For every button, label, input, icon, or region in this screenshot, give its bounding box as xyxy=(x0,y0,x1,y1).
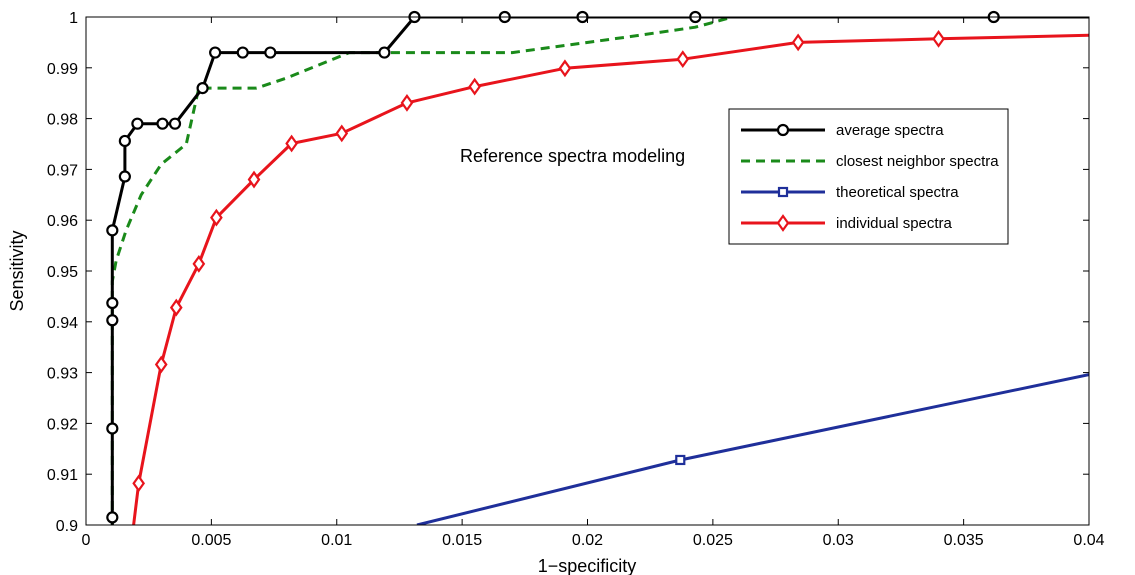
x-tick-label: 0.025 xyxy=(693,532,733,549)
y-tick-label: 1 xyxy=(69,10,78,27)
legend: average spectra closest neighbor spectra t… xyxy=(728,108,1009,245)
data-point-individual-spectra xyxy=(247,170,261,189)
legend-label-average-spectra: average spectra xyxy=(836,122,944,139)
data-point-average-spectra xyxy=(118,134,131,148)
chart-annotation: Reference spectra modeling xyxy=(460,146,685,166)
y-tick-label: 0.9 xyxy=(56,518,78,535)
data-point-individual-spectra xyxy=(791,33,805,52)
data-point-individual-spectra xyxy=(558,59,572,78)
y-tick-label: 0.94 xyxy=(47,315,78,332)
data-point-average-spectra xyxy=(106,314,119,327)
data-point-average-spectra xyxy=(378,46,391,59)
data-point-average-spectra xyxy=(264,46,277,59)
data-point-individual-spectra xyxy=(468,77,482,96)
data-point-theoretical-spectra xyxy=(675,454,686,466)
data-point-individual-spectra xyxy=(285,134,298,153)
data-point-average-spectra xyxy=(196,82,209,95)
data-point-individual-spectra xyxy=(192,254,206,273)
x-tick-label: 0.035 xyxy=(944,532,984,549)
y-tick-label: 0.96 xyxy=(47,213,78,230)
legend-marker-theoretical-spectra xyxy=(777,186,789,198)
data-point-individual-spectra xyxy=(400,93,414,112)
series-line-average-spectra xyxy=(110,17,1089,525)
data-point-average-spectra xyxy=(106,422,119,435)
legend-marker-individual-spectra xyxy=(776,214,790,232)
x-tick-label: 0.02 xyxy=(572,532,603,549)
legend-label-closest-neighbor-spectra: closest neighbor spectra xyxy=(836,153,999,170)
data-point-average-spectra xyxy=(131,117,144,130)
data-point-individual-spectra xyxy=(132,474,146,493)
x-tick-label: 0.01 xyxy=(321,532,352,549)
x-tick-label: 0.03 xyxy=(823,532,854,549)
series-line-individual-spectra xyxy=(132,33,1089,525)
data-point-individual-spectra xyxy=(932,29,945,48)
y-tick-label: 0.98 xyxy=(47,112,78,129)
x-tick-label: 0.04 xyxy=(1073,532,1104,549)
data-point-individual-spectra xyxy=(154,355,168,374)
data-point-average-spectra xyxy=(236,46,249,59)
data-point-average-spectra xyxy=(209,46,222,59)
data-point-average-spectra xyxy=(106,511,119,524)
x-tick-label: 0.015 xyxy=(442,532,482,549)
plot-area xyxy=(86,17,1089,525)
y-tick-label: 0.91 xyxy=(47,467,78,484)
data-point-average-spectra xyxy=(156,117,169,130)
y-axis-label: Sensitivity xyxy=(7,230,27,311)
x-tick-label: 0 xyxy=(82,532,91,549)
x-axis: 0 0.005 0.01 0.015 0.02 0.025 0.03 0.035 0.04 xyxy=(82,17,1105,549)
y-tick-label: 0.99 xyxy=(47,61,78,78)
x-tick-label: 0.005 xyxy=(191,532,231,549)
data-point-individual-spectra xyxy=(676,50,690,69)
data-point-individual-spectra xyxy=(169,298,183,317)
legend-label-individual-spectra: individual spectra xyxy=(836,215,953,232)
data-point-average-spectra xyxy=(106,224,119,237)
data-point-individual-spectra xyxy=(210,208,223,227)
y-tick-label: 0.95 xyxy=(47,264,78,281)
y-axis: 0.9 0.91 0.92 0.93 0.94 0.95 0.96 0.97 0.98 0.99 1 xyxy=(47,10,1089,535)
legend-label-theoretical-spectra: theoretical spectra xyxy=(836,184,959,201)
data-point-average-spectra xyxy=(168,117,182,130)
y-tick-label: 0.92 xyxy=(47,416,78,433)
marker-layer xyxy=(106,10,1000,524)
legend-marker-average-spectra xyxy=(776,123,790,137)
y-tick-label: 0.97 xyxy=(47,162,78,179)
y-tick-label: 0.93 xyxy=(47,366,78,383)
x-axis-label: 1−specificity xyxy=(538,556,637,575)
data-point-individual-spectra xyxy=(335,124,349,143)
data-point-average-spectra xyxy=(118,170,131,183)
series-line-closest-neighbor-spectra xyxy=(110,17,1089,525)
data-point-average-spectra xyxy=(106,296,119,310)
